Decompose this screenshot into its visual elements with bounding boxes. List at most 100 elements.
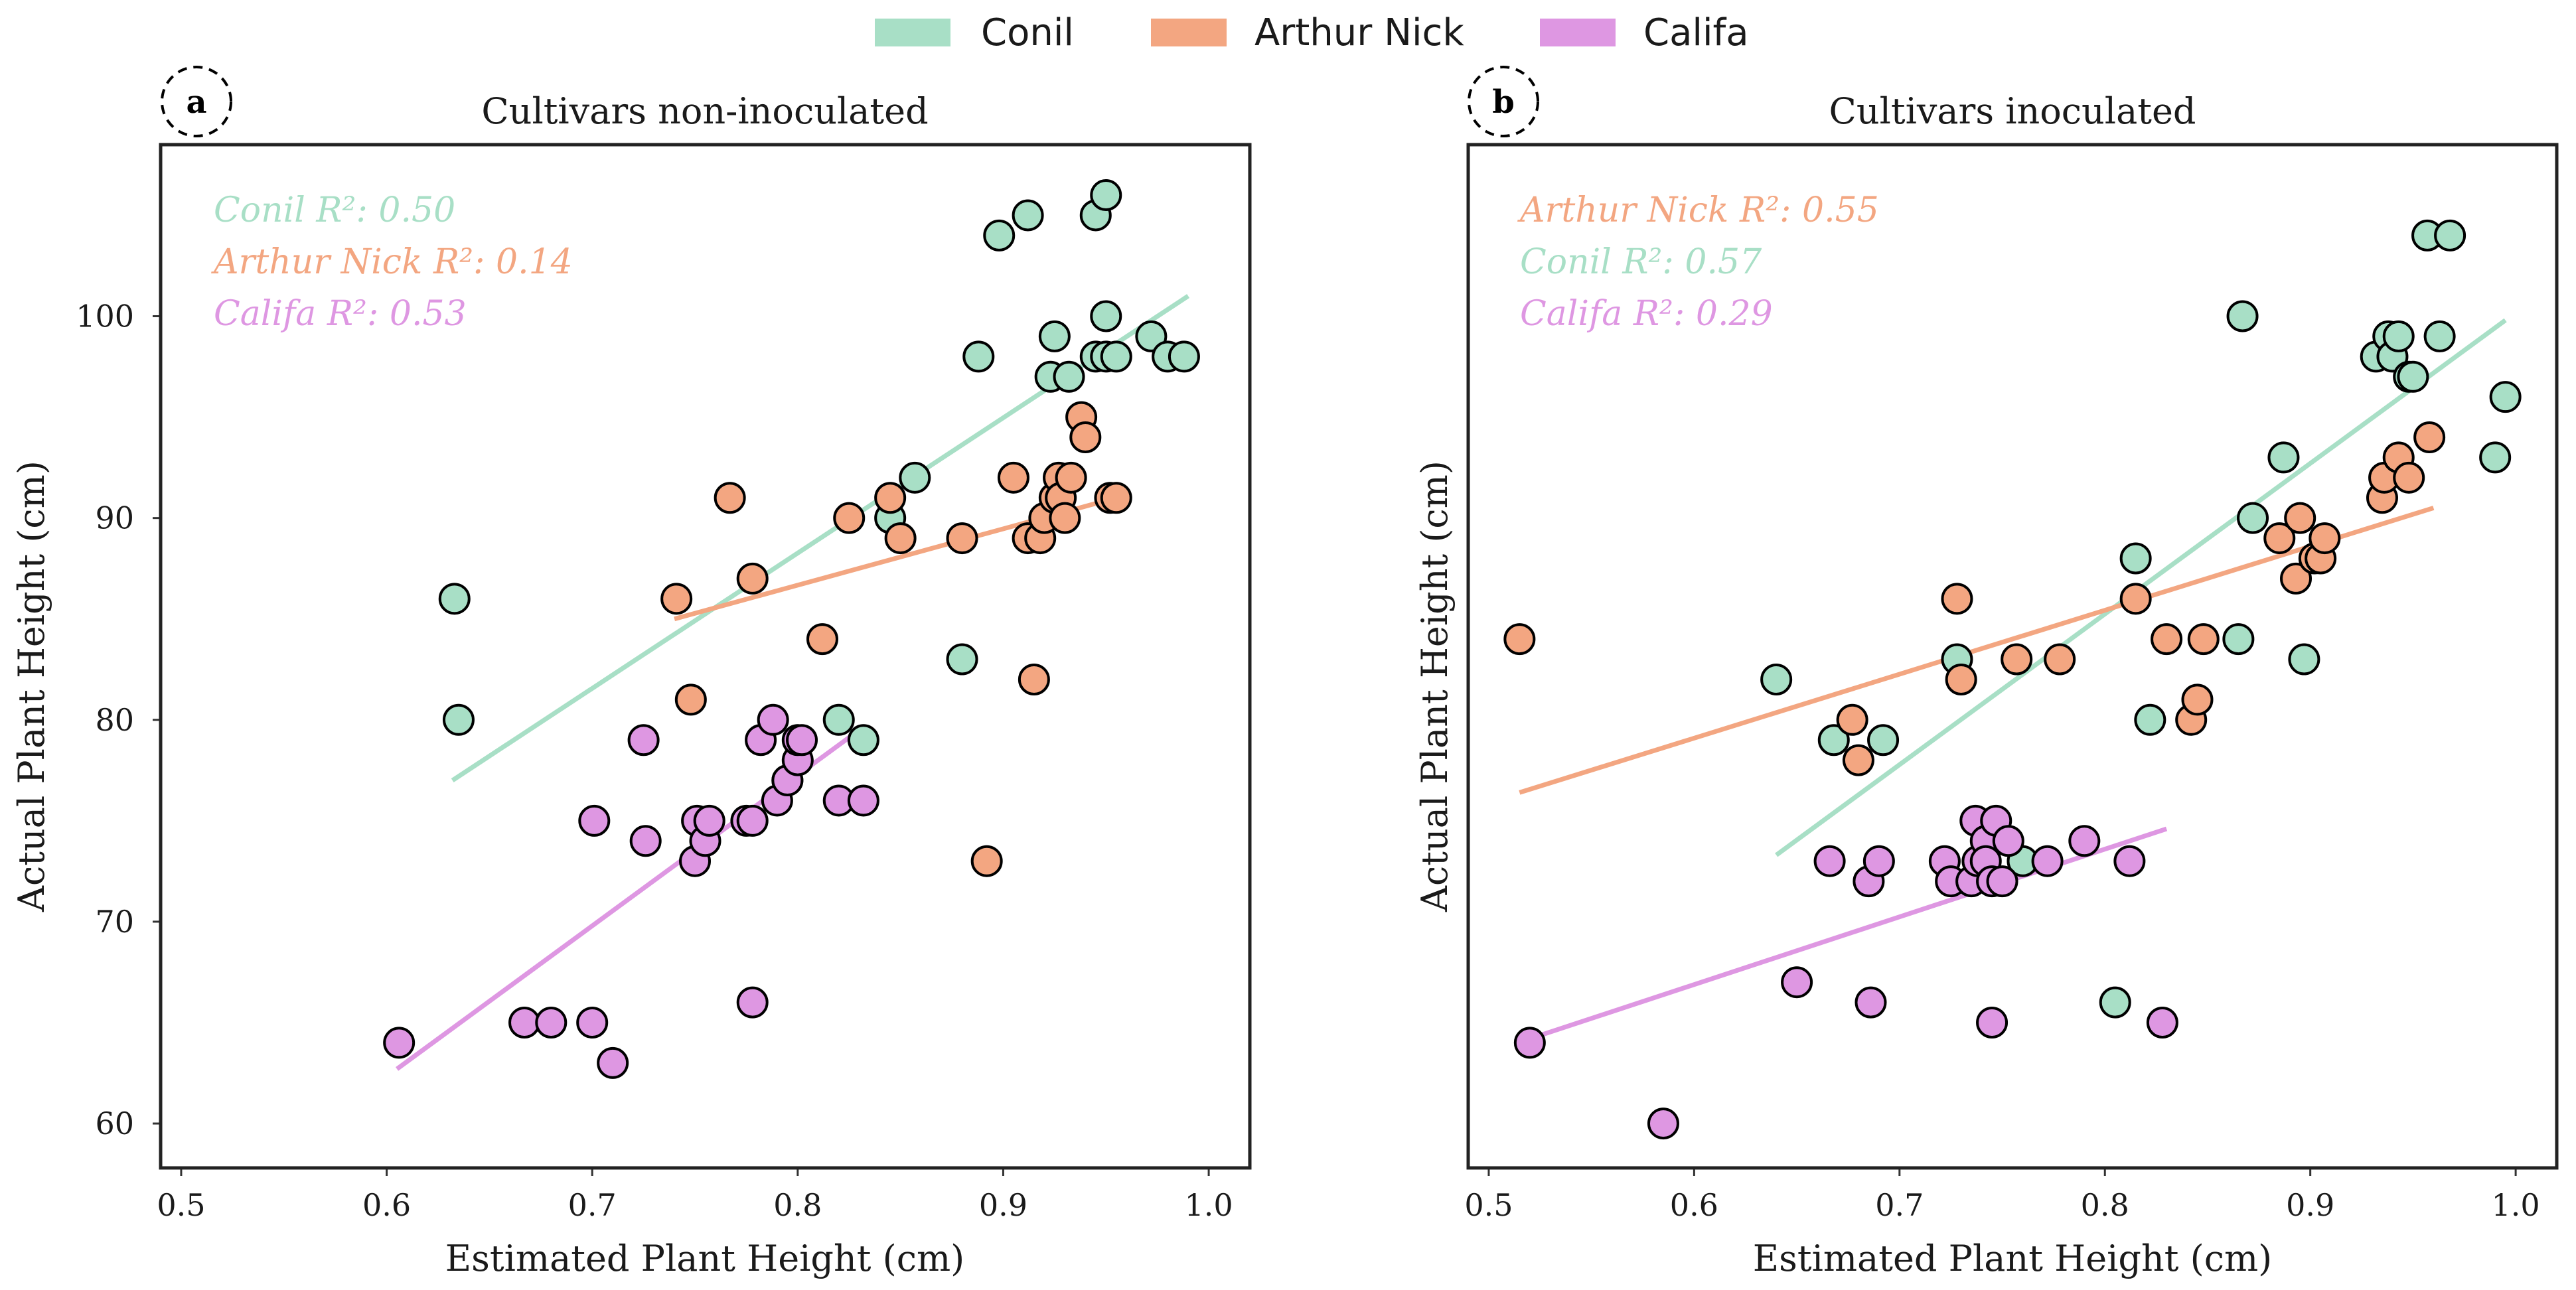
panel-b-point-arthur-nick: [2413, 421, 2446, 454]
panel-b-point-califa: [2031, 845, 2064, 877]
panel-a-point-califa: [786, 724, 818, 756]
panel-b-point-califa: [2113, 845, 2146, 877]
panel-a-point-califa: [736, 986, 769, 1019]
panel-a-point-califa: [693, 804, 725, 837]
panel-a-point-arthur-nick: [1100, 482, 1132, 514]
panel-b-point-arthur-nick: [2284, 502, 2316, 534]
panel-b-point-califa: [1976, 1007, 2008, 1039]
panel-b-point-califa: [1781, 966, 1813, 999]
panel-a-point-conil: [1100, 340, 1132, 373]
panel-b-point-arthur-nick: [2187, 623, 2220, 656]
panel-b-point-conil: [2267, 441, 2300, 474]
panel-a-point-califa: [597, 1046, 629, 1079]
panel-a-x-tick-label: 0.8: [773, 1187, 822, 1223]
panel-a-x-tick-label: 0.6: [362, 1187, 411, 1223]
panel-a-point-conil: [983, 219, 1016, 251]
panel-b-point-arthur-nick: [2263, 522, 2296, 555]
panel-a-x-tick-label: 1.0: [1184, 1187, 1233, 1223]
panel-a-point-califa: [847, 784, 879, 817]
panel-a-point-califa: [383, 1027, 416, 1059]
panel-a-point-conil: [822, 703, 855, 736]
panel-b-point-arthur-nick: [2001, 643, 2033, 676]
panel-b-point-califa: [1647, 1108, 1679, 1140]
panel-b-x-tick-label: 0.8: [2081, 1187, 2129, 1223]
panel-a-plot: 0.5 0.6 0.7 0.8 0.9 1.0 60 70 80 90 100: [76, 143, 1252, 1223]
panel-a-point-conil: [946, 643, 978, 676]
panel-b-point-califa: [1992, 825, 2024, 857]
panel-b-fit-line-califa: [1529, 826, 2168, 1041]
panel-a-point-conil: [1090, 300, 1122, 332]
panel-b-fit-line-arthur-nick: [1519, 506, 2435, 795]
panel-b-point-califa: [1855, 986, 1887, 1019]
panel-a-r2-arthur-nick: Arthur Nick R²: 0.14: [211, 242, 573, 282]
panel-b-point-conil: [2489, 381, 2522, 413]
panel-b-point-conil: [2134, 703, 2166, 736]
panel-a-x-tick-label: 0.9: [979, 1187, 1027, 1223]
panel-b-y-axis-label: Actual Plant Height (cm): [1414, 461, 1456, 912]
panel-b-point-arthur-nick: [1503, 623, 1536, 656]
panel-b-point-califa: [1813, 845, 1846, 877]
panel-a-point-conil: [962, 340, 995, 373]
panel-a-point-califa: [736, 804, 769, 837]
panel-a-point-arthur-nick: [806, 623, 838, 656]
panel-a-title: Cultivars non-inoculated: [481, 90, 928, 132]
panel-b-r2-conil: Conil R²: 0.57: [1520, 242, 1762, 282]
panel-a-point-arthur-nick: [833, 502, 866, 534]
panel-a-point-califa: [576, 1007, 609, 1039]
panel-a-point-arthur-nick: [714, 482, 746, 514]
panel-b-point-arthur-nick: [2393, 461, 2425, 494]
panel-a-point-conil: [1168, 340, 1200, 373]
panel-b-point-conil: [2423, 320, 2456, 352]
panel-a-point-arthur-nick: [1018, 663, 1050, 695]
legend-swatch-arthur-nick: [1151, 19, 1227, 46]
panel-b-x-tick-label: 0.5: [1464, 1187, 1513, 1223]
panel-a-point-conil: [1012, 199, 1044, 232]
panel-a-y-tick-label: 70: [95, 904, 134, 940]
panel-b-point-arthur-nick: [1941, 583, 1973, 615]
panel-b-point-arthur-nick: [1842, 744, 1874, 776]
panel-a-point-arthur-nick: [946, 522, 978, 555]
panel-b-plot: 0.5 0.6 0.7 0.8 0.9 1.0: [1464, 143, 2559, 1223]
panel-a-y-tick-label: 80: [95, 702, 134, 738]
panel-a-point-arthur-nick: [874, 482, 907, 514]
panel-b-point-arthur-nick: [1945, 663, 1977, 695]
panel-a-y-tick-label: 100: [76, 299, 134, 334]
panel-b-point-arthur-nick: [2280, 562, 2312, 595]
legend-swatch-conil: [875, 19, 950, 46]
panel-b-point-conil: [2226, 300, 2259, 332]
panel-b-x-tick-label: 0.9: [2286, 1187, 2334, 1223]
panel-b-x-tick-label: 0.7: [1875, 1187, 1924, 1223]
panel-b-point-conil: [2434, 219, 2466, 251]
legend-label-califa: Califa: [1643, 11, 1749, 54]
panel-a-point-califa: [578, 804, 611, 837]
panel-a-point-califa: [508, 1007, 541, 1039]
panel-a-point-conil: [1090, 179, 1122, 212]
panel-b-point-arthur-nick: [1836, 703, 1868, 736]
panel-a-point-conil: [899, 461, 931, 494]
panel-b-letter-badge: b: [1468, 66, 1539, 137]
panel-b-point-califa: [2146, 1007, 2178, 1039]
panel-b-title: Cultivars inoculated: [1829, 90, 2196, 132]
panel-b-plot-frame: [1466, 143, 2559, 1170]
panel-a-r2-califa: Califa R²: 0.53: [214, 294, 467, 334]
panel-a-point-arthur-nick: [1069, 421, 1102, 454]
legend: Conil Arthur Nick Califa: [875, 11, 1749, 54]
panel-b-point-califa: [2068, 825, 2101, 857]
panel-a-point-califa: [535, 1007, 568, 1039]
panel-a-x-tick-label: 0.5: [157, 1187, 205, 1223]
panel-b-point-conil: [2479, 441, 2512, 474]
panel-a-r2-conil: Conil R²: 0.50: [214, 190, 455, 230]
panel-b-x-tick-label: 1.0: [2492, 1187, 2540, 1223]
legend-label-arthur-nick: Arthur Nick: [1254, 11, 1464, 54]
panel-a-x-tick-label: 0.7: [568, 1187, 617, 1223]
panel-a-point-arthur-nick: [1055, 461, 1087, 494]
panel-b-r2-califa: Califa R²: 0.29: [1520, 294, 1773, 334]
panel-b-point-conil: [2237, 502, 2269, 534]
panel-a-point-arthur-nick: [736, 562, 769, 595]
panel-a-point-arthur-nick: [884, 522, 917, 555]
panel-a-letter-badge: a: [161, 66, 232, 137]
legend-label-conil: Conil: [981, 11, 1074, 54]
panel-a-point-conil: [847, 724, 879, 756]
panel-a-plot-frame: [159, 143, 1252, 1170]
panel-a-point-arthur-nick: [997, 461, 1029, 494]
